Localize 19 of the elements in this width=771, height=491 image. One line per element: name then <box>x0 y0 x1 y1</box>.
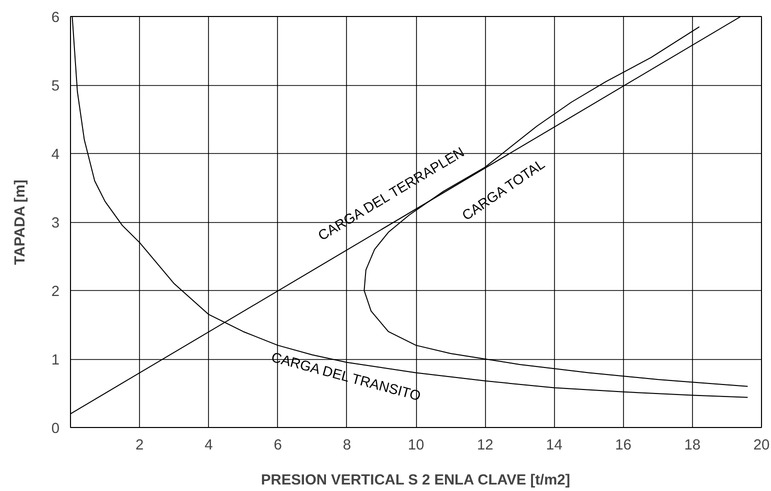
x-tick-label: 18 <box>684 438 701 454</box>
y-tick-label: 1 <box>51 352 60 368</box>
x-tick-label: 2 <box>136 438 144 454</box>
x-tick-label: 16 <box>615 438 632 454</box>
y-tick-label: 4 <box>51 147 60 163</box>
y-tick-label: 0 <box>51 421 60 437</box>
y-tick-label: 3 <box>51 216 60 232</box>
y-axis-title: TAPADA [m] <box>12 180 28 265</box>
x-tick-label: 10 <box>408 438 424 454</box>
x-tick-label: 20 <box>753 438 770 454</box>
x-axis-title: PRESION VERTICAL S 2 ENLA CLAVE [t/m2] <box>261 472 570 488</box>
y-tick-label: 2 <box>51 284 60 300</box>
y-tick-label: 6 <box>51 10 60 26</box>
x-tick-label: 14 <box>546 438 562 454</box>
y-tick-label: 5 <box>51 78 60 94</box>
x-tick-label: 12 <box>476 438 494 454</box>
x-tick-label: 6 <box>274 438 282 454</box>
x-tick-label: 8 <box>342 438 351 454</box>
x-tick-label: 4 <box>204 438 213 454</box>
